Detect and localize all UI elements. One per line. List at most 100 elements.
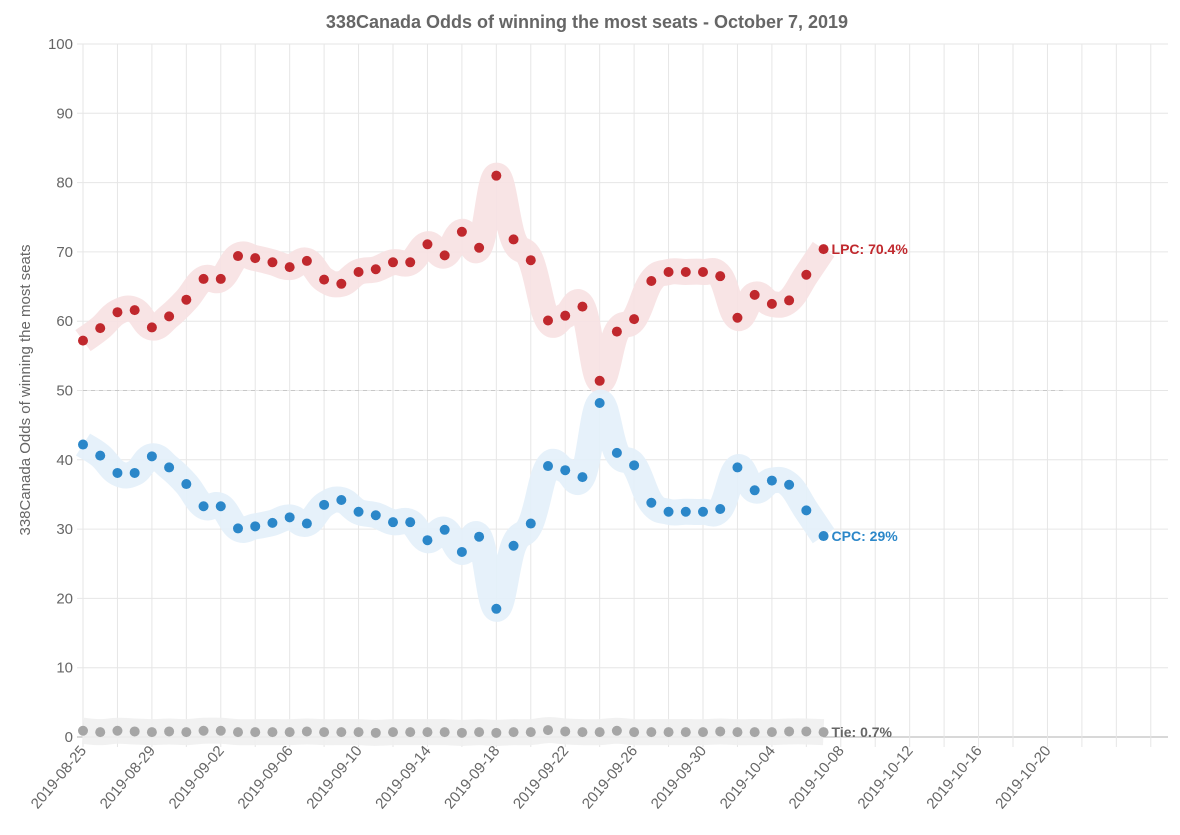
x-tick-label: 2019-09-02 (165, 743, 227, 813)
point-tie (646, 727, 657, 738)
point-lpc (801, 269, 812, 280)
x-tick-label: 2019-09-10 (303, 743, 365, 813)
point-lpc (112, 307, 123, 318)
point-lpc (319, 274, 330, 285)
point-cpc (732, 462, 743, 473)
point-lpc (594, 375, 605, 386)
grid (77, 43, 1168, 747)
point-cpc (405, 517, 416, 528)
point-lpc (284, 262, 295, 273)
point-lpc (749, 289, 760, 300)
point-cpc (336, 494, 347, 505)
point-tie (422, 727, 433, 738)
x-tick-label: 2019-09-18 (441, 743, 503, 813)
point-tie (732, 727, 743, 738)
y-tick-label: 100 (48, 36, 73, 53)
point-tie (146, 727, 157, 738)
point-cpc (715, 504, 726, 515)
chart-title: 338Canada Odds of winning the most seats… (326, 12, 848, 32)
point-tie (284, 727, 295, 738)
point-lpc (405, 257, 416, 268)
y-tick-label: 40 (56, 452, 73, 469)
x-tick-label: 2019-10-20 (992, 743, 1054, 813)
point-cpc (284, 512, 295, 523)
point-tie (198, 725, 209, 736)
point-lpc (766, 298, 777, 309)
end-label-lpc: LPC: 70.4% (832, 241, 909, 257)
axes: 0 10 20 30 40 50 60 70 80 90 100 2019-08-25 2019-08-… (28, 36, 1055, 812)
x-tick-label: 2019-08-25 (28, 743, 90, 813)
point-lpc (491, 170, 502, 181)
point-tie (508, 727, 519, 738)
point-tie (715, 726, 726, 737)
point-tie (784, 726, 795, 737)
point-cpc (422, 535, 433, 546)
point-cpc (594, 397, 605, 408)
x-tick-label: 2019-10-12 (854, 743, 916, 813)
y-axis-label: 338Canada Odds of winning the most seats (17, 244, 34, 535)
x-tick-label: 2019-09-14 (372, 743, 434, 813)
point-tie (801, 726, 812, 737)
point-tie (594, 727, 605, 738)
point-cpc (388, 517, 398, 528)
point-cpc (353, 506, 364, 517)
point-lpc (267, 257, 278, 268)
point-tie (78, 725, 88, 736)
point-cpc (267, 517, 278, 528)
point-cpc (508, 540, 519, 551)
point-lpc (78, 335, 88, 346)
point-cpc (749, 485, 760, 496)
point-tie (129, 726, 140, 737)
point-lpc (784, 295, 795, 306)
band-cpc (75, 389, 835, 622)
series-bands (75, 162, 835, 746)
point-tie (164, 726, 175, 737)
point-tie (818, 727, 829, 738)
point-cpc (680, 506, 691, 517)
point-lpc (474, 242, 485, 253)
point-lpc (560, 310, 571, 321)
point-lpc (698, 266, 708, 277)
x-tick-label: 2019-10-04 (717, 743, 779, 813)
point-cpc (525, 518, 536, 529)
point-lpc (422, 239, 433, 250)
point-lpc (370, 264, 381, 275)
end-label-tie: Tie: 0.7% (832, 724, 893, 740)
point-lpc (129, 305, 140, 316)
y-tick-label: 30 (56, 521, 73, 538)
point-cpc (439, 524, 450, 535)
y-tick-label: 90 (56, 105, 73, 122)
x-tick-label: 2019-10-16 (923, 743, 985, 813)
point-lpc (543, 315, 553, 326)
point-cpc (181, 479, 192, 490)
point-tie (577, 727, 588, 738)
point-cpc (301, 518, 312, 529)
point-tie (680, 727, 691, 738)
point-cpc (698, 506, 708, 517)
point-cpc (198, 501, 209, 512)
point-cpc (611, 447, 622, 458)
point-cpc (560, 465, 571, 476)
x-tick-label: 2019-09-26 (579, 743, 641, 813)
point-cpc (629, 460, 640, 471)
point-tie (336, 727, 347, 738)
point-lpc (198, 273, 209, 284)
x-tick-label: 2019-09-30 (648, 743, 710, 813)
point-tie (250, 727, 261, 738)
point-tie (629, 727, 640, 738)
x-tick-label: 2019-10-08 (785, 743, 847, 813)
point-cpc (766, 475, 777, 486)
point-tie (388, 727, 398, 738)
point-lpc (233, 251, 243, 262)
point-cpc (474, 531, 485, 542)
y-tick-label: 50 (56, 383, 73, 400)
point-cpc (663, 506, 674, 517)
point-tie (112, 725, 123, 736)
point-tie (525, 727, 536, 738)
point-lpc (181, 294, 192, 305)
point-lpc (525, 255, 536, 266)
point-lpc (818, 244, 829, 255)
point-lpc (388, 257, 398, 268)
point-lpc (663, 266, 674, 277)
band-tie (81, 717, 825, 746)
